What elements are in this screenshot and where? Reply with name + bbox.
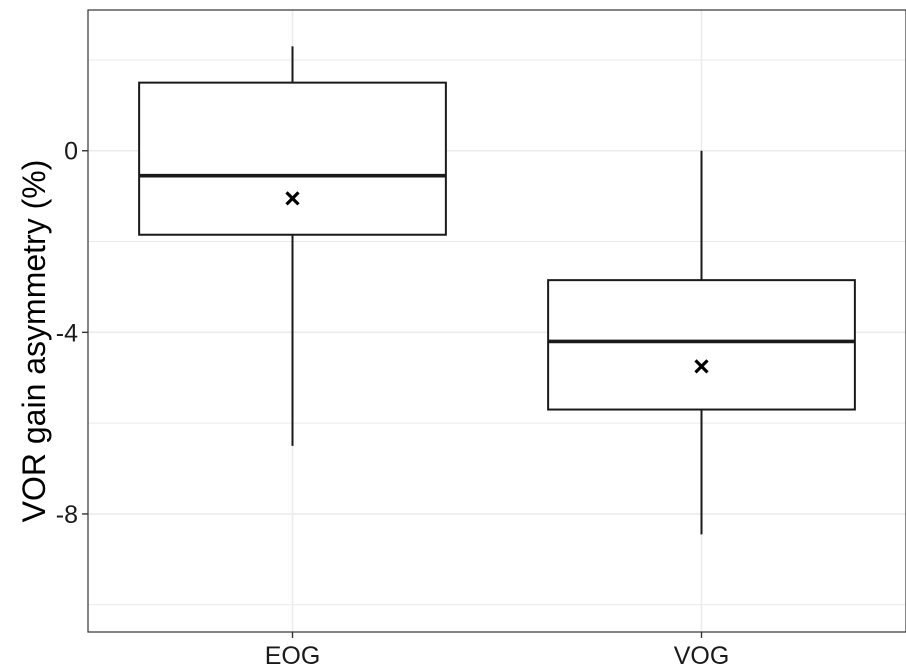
y-tick-label: 0 (64, 138, 78, 166)
box-series (138, 46, 856, 535)
iqr-box (547, 279, 856, 411)
y-axis-title: VOR gain asymmetry (%) (16, 160, 52, 523)
mean-marker-stroke (694, 359, 709, 374)
mean-marker (285, 191, 300, 206)
y-tick-label: -8 (56, 501, 78, 529)
panel-border (87, 9, 906, 633)
x-tick-label: VOG (674, 642, 730, 668)
iqr-box (138, 81, 447, 236)
mean-marker (694, 359, 709, 374)
box-vog (547, 150, 856, 535)
mean-marker-stroke (285, 191, 300, 206)
y-tick-label: -4 (56, 319, 78, 347)
x-tick-label: EOG (265, 642, 321, 668)
axes: 0 -4 -8 EOG VOG (56, 138, 730, 668)
box-eog (138, 46, 447, 446)
